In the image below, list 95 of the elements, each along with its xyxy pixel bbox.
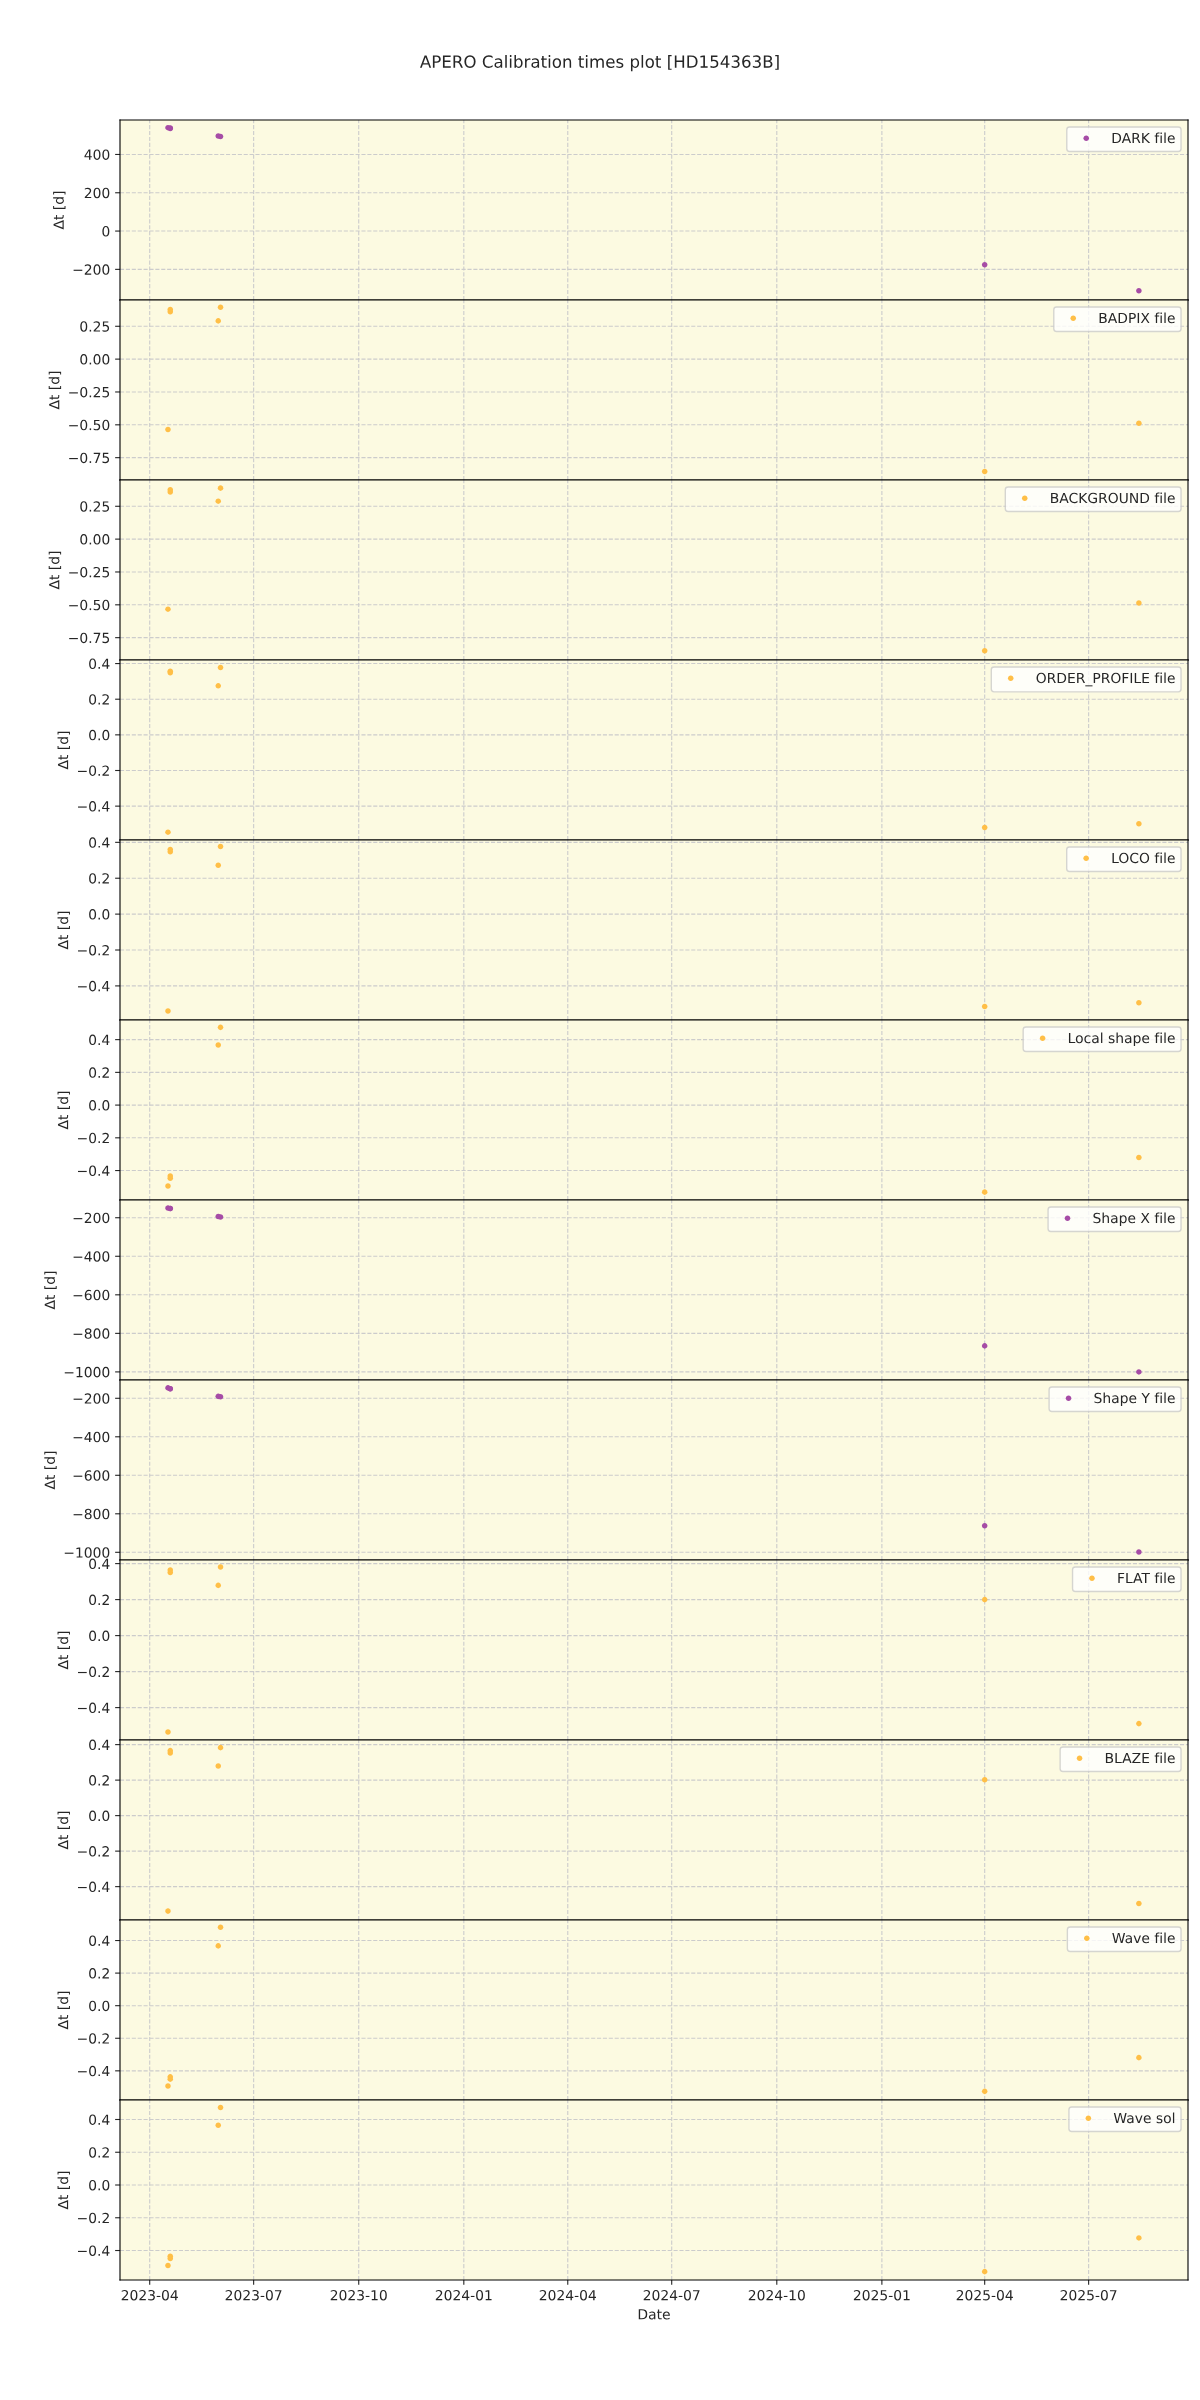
- y-tick-label: −200: [73, 1393, 110, 1404]
- y-tick-label: −0.4: [78, 980, 110, 992]
- y-tick-label: 0.00: [80, 354, 110, 365]
- y-tick-label: 0.2: [89, 2147, 109, 2158]
- y-tick-label: 0.0: [89, 909, 110, 920]
- legend-label: BADPIX file: [1099, 312, 1175, 324]
- y-tick-label: −0.4: [78, 2065, 110, 2077]
- y-tick-label: 0.4: [89, 1034, 110, 1046]
- y-tick-label: −0.4: [78, 1881, 110, 1893]
- legend-label: LOCO file: [1112, 852, 1175, 864]
- y-tick-label: 0.2: [89, 694, 109, 705]
- y-tick-label: −1000: [64, 1366, 110, 1378]
- y-tick-label: 0: [102, 226, 110, 237]
- x-tick-label: 2024-10: [748, 2289, 805, 2301]
- x-tick-label: 2023-04: [121, 2289, 178, 2301]
- y-tick-label: 200: [84, 187, 110, 199]
- y-tick-label: −0.4: [78, 2245, 110, 2256]
- y-tick-label: −0.2: [78, 2033, 109, 2044]
- y-tick-label: 0.25: [80, 321, 110, 332]
- y-tick-label: −0.25: [69, 566, 110, 578]
- y-tick-label: 0.4: [89, 1935, 110, 1946]
- y-tick-label: −1000: [64, 1547, 110, 1558]
- y-tick-label: −0.2: [78, 1666, 109, 1678]
- x-tick-label: 2023-10: [330, 2289, 387, 2301]
- y-axis-title: Δt [d]: [57, 1811, 70, 1850]
- y-tick-label: −0.50: [69, 599, 110, 611]
- y-tick-label: −0.25: [69, 386, 110, 398]
- y-tick-label: −400: [73, 1431, 110, 1443]
- y-tick-label: −600: [73, 1470, 110, 1481]
- x-tick-label: 2025-04: [956, 2289, 1013, 2301]
- y-tick-label: 0.25: [80, 501, 110, 512]
- legend-label: Local shape file: [1068, 1032, 1175, 1046]
- y-tick-label: −0.75: [69, 632, 110, 644]
- y-tick-label: 0.0: [89, 729, 110, 741]
- legend-label: Shape X file: [1093, 1212, 1175, 1226]
- y-tick-label: 0.2: [89, 1775, 109, 1786]
- y-tick-label: −0.4: [78, 1702, 110, 1714]
- y-tick-label: −200: [73, 1212, 110, 1224]
- legend-label: DARK file: [1112, 132, 1175, 144]
- legend-label: Shape Y file: [1094, 1392, 1175, 1406]
- y-axis-title: Δt [d]: [57, 911, 70, 950]
- y-tick-label: −800: [73, 1328, 110, 1339]
- y-axis-title: Δt [d]: [57, 1091, 70, 1130]
- y-tick-label: 0.0: [89, 1810, 110, 1822]
- y-axis-title: Δt [d]: [53, 191, 66, 230]
- legend-label: FLAT file: [1118, 1572, 1175, 1584]
- y-axis-title: Δt [d]: [57, 2171, 70, 2210]
- y-tick-label: −0.4: [78, 801, 110, 812]
- y-tick-label: −0.2: [78, 1132, 109, 1144]
- y-tick-label: 0.0: [89, 2000, 110, 2012]
- y-tick-label: −400: [73, 1251, 110, 1262]
- y-tick-label: −0.2: [78, 2212, 109, 2224]
- y-tick-label: 400: [84, 149, 110, 160]
- y-axis-title: Δt [d]: [48, 551, 62, 590]
- legend-label: ORDER_PROFILE file: [1036, 672, 1175, 687]
- y-tick-label: 0.4: [89, 837, 110, 848]
- y-tick-label: −0.4: [78, 1165, 110, 1177]
- y-tick-label: 0.0: [89, 2179, 110, 2191]
- y-axis-title: Δt [d]: [44, 1451, 57, 1490]
- x-tick-label: 2024-07: [643, 2289, 700, 2301]
- y-axis-title: Δt [d]: [57, 731, 70, 770]
- y-axis-title: Δt [d]: [57, 1991, 70, 2030]
- chart-title: APERO Calibration times plot [HD154363B]: [420, 55, 779, 72]
- legend-label: Wave file: [1112, 1932, 1175, 1944]
- y-tick-label: −800: [73, 1508, 110, 1520]
- y-tick-label: 0.4: [89, 658, 110, 670]
- y-axis-title: Δt [d]: [57, 1631, 70, 1670]
- x-tick-label: 2025-01: [853, 2289, 910, 2301]
- y-tick-label: −200: [73, 264, 110, 275]
- y-tick-label: 0.2: [89, 1067, 109, 1078]
- y-tick-label: 0.0: [89, 1100, 110, 1111]
- y-axis-title: Δt [d]: [44, 1271, 57, 1310]
- y-tick-label: −0.2: [78, 944, 109, 956]
- x-tick-label: 2024-04: [539, 2289, 596, 2301]
- y-tick-label: 0.4: [89, 1558, 110, 1570]
- y-tick-label: 0.4: [89, 1739, 110, 1751]
- legend-label: BACKGROUND file: [1051, 492, 1175, 504]
- y-tick-label: −0.75: [69, 452, 110, 464]
- y-tick-label: 0.2: [89, 873, 109, 884]
- legend-label: BLAZE file: [1105, 1752, 1175, 1764]
- y-tick-label: −600: [73, 1289, 110, 1301]
- y-axis-title: Δt [d]: [48, 371, 62, 410]
- y-tick-label: 0.4: [89, 2114, 110, 2125]
- y-tick-label: 0.0: [89, 1630, 110, 1642]
- y-tick-label: −0.2: [78, 765, 109, 776]
- y-tick-label: −0.2: [78, 1846, 109, 1857]
- legend-label: Wave sol: [1113, 2112, 1175, 2124]
- y-tick-label: 0.2: [89, 1968, 109, 1979]
- y-tick-label: 0.2: [89, 1594, 109, 1606]
- y-tick-label: 0.00: [80, 534, 110, 545]
- x-axis-title: Date: [638, 2309, 670, 2320]
- y-tick-label: −0.50: [69, 419, 110, 431]
- x-tick-label: 2023-07: [225, 2289, 282, 2301]
- x-tick-label: 2025-07: [1060, 2289, 1117, 2301]
- x-tick-label: 2024-01: [435, 2289, 492, 2301]
